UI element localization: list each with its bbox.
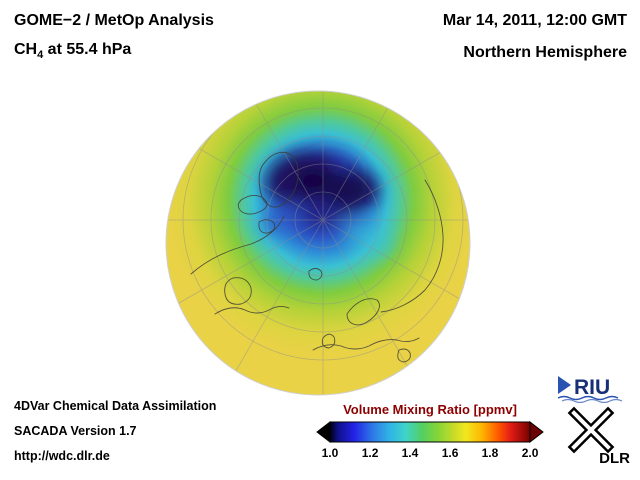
colorbar-tick: 1.4 [401,446,419,460]
colorbar: Volume Mixing Ratio [ppmv] [316,402,544,462]
dlr-logo: DLR [567,406,630,467]
analysis-title: GOME−2 / MetOp Analysis [14,12,214,29]
colorbar-tick: 1.2 [361,446,379,460]
riu-wave-icon [557,395,619,401]
version-label: SACADA Version 1.7 [14,424,137,438]
globe-map [165,90,471,396]
riu-wave-icon [561,398,623,403]
hemisphere-label: Northern Hemisphere [463,44,627,61]
riu-chevron-icon [558,376,571,394]
species-prefix: CH [14,41,38,58]
colorbar-scale [329,421,531,443]
colorbar-tick: 1.0 [321,446,339,460]
colorbar-overrange-arrow [529,421,544,443]
coastlines [190,151,444,363]
colorbar-tick-labels: 1.0 1.2 1.4 1.6 1.8 2.0 [316,446,544,462]
species-subscript: 4 [37,49,44,62]
globe-limb [165,90,471,396]
wdc-url: http://wdc.dlr.de [14,449,110,463]
riu-logo-text: RIU [574,376,610,399]
riu-logo: RIU [557,376,623,403]
dlr-cross-icon [567,406,615,454]
colorbar-title: Volume Mixing Ratio [ppmv] [343,402,517,417]
species-level-label: CH4 at 55.4 hPa [14,41,131,61]
species-suffix: at 55.4 hPa [43,41,132,58]
datetime-label: Mar 14, 2011, 12:00 GMT [442,12,627,29]
colorbar-gradient [316,421,544,443]
colorbar-underrange-arrow [316,421,331,443]
dlr-logo-text: DLR [599,450,630,467]
assimilation-label: 4DVar Chemical Data Assimilation [14,399,217,413]
colorbar-tick: 1.8 [481,446,499,460]
colorbar-tick: 2.0 [521,446,539,460]
colorbar-tick: 1.6 [441,446,459,460]
